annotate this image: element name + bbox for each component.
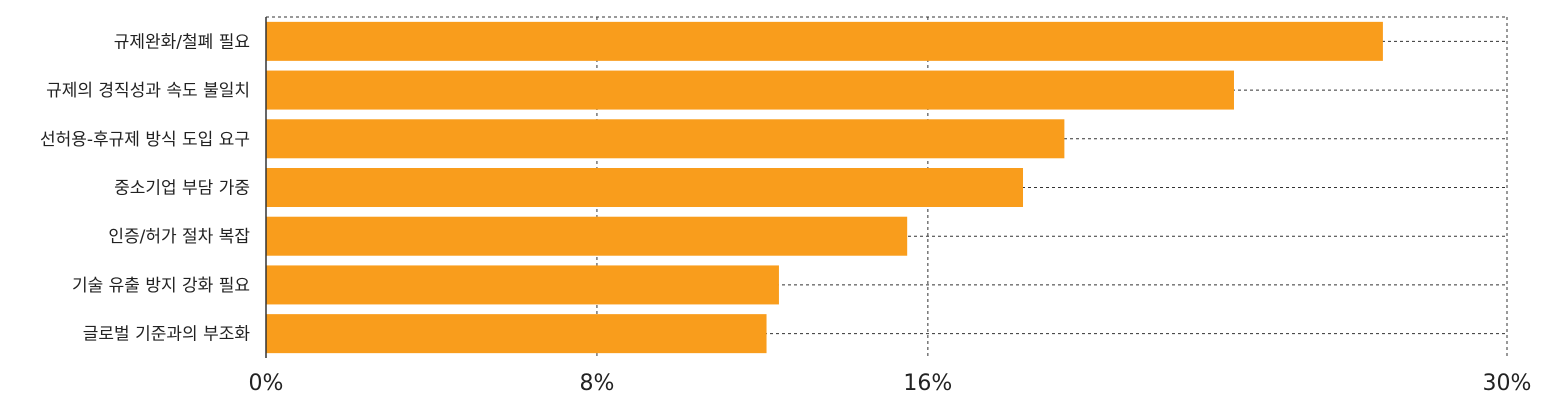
category-label: 기술 유출 방지 강화 필요: [72, 276, 250, 296]
category-label: 선허용-후규제 방식 도입 요구: [40, 130, 250, 150]
x-tick-label: 0%: [249, 371, 284, 396]
x-tick-label: 8%: [579, 371, 614, 396]
bar: [266, 216, 908, 256]
category-label: 인증/허가 절차 복잡: [108, 227, 250, 247]
bar: [266, 21, 1383, 61]
x-tick-label: 30%: [1483, 371, 1532, 396]
bar: [266, 265, 779, 305]
x-tick-label: 16%: [903, 371, 952, 396]
x-tick-labels: 0% 8% 16% 30%: [249, 371, 1532, 396]
bar: [266, 70, 1234, 110]
bars: [266, 21, 1383, 354]
bar: [266, 119, 1065, 159]
category-label: 중소기업 부담 가중: [114, 179, 250, 199]
bar: [266, 314, 767, 354]
bar: [266, 168, 1024, 207]
category-label: 규제의 경직성과 속도 불일치: [46, 81, 250, 101]
category-label: 글로벌 기준과의 부조화: [83, 325, 251, 345]
category-label: 규제완화/철폐 필요: [114, 32, 250, 52]
